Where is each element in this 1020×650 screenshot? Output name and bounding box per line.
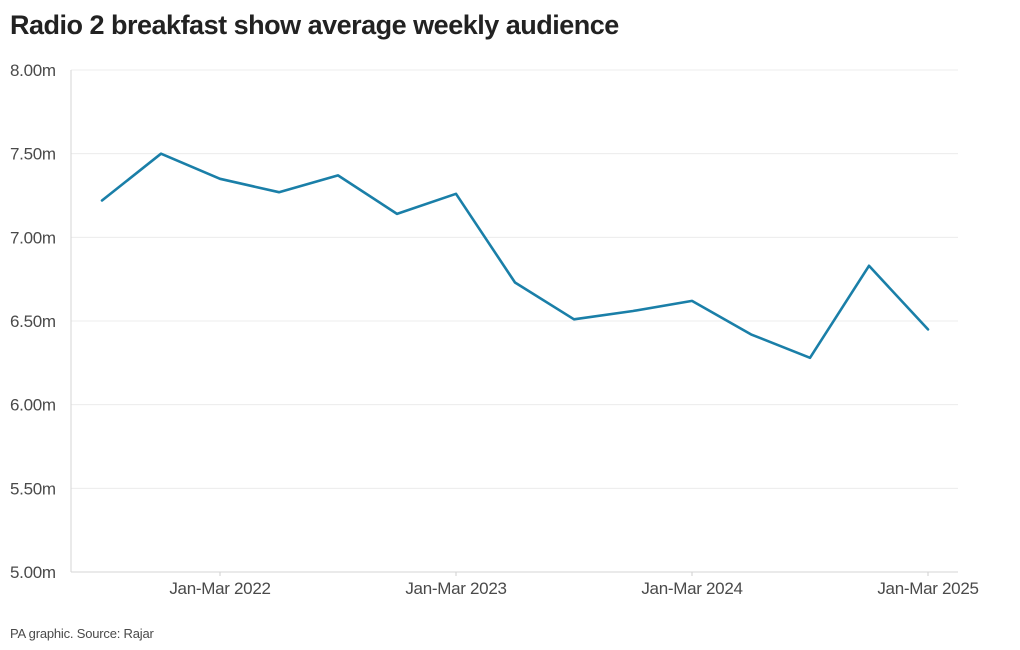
series-line [100, 152, 930, 360]
y-tick-label: 6.00m [10, 396, 56, 415]
y-tick-label: 8.00m [10, 61, 56, 80]
x-tick-label: Jan-Mar 2022 [169, 579, 270, 598]
x-tick-label: Jan-Mar 2023 [405, 579, 506, 598]
gridlines [71, 69, 958, 489]
chart-title: Radio 2 breakfast show average weekly au… [10, 10, 619, 40]
source-note: PA graphic. Source: Rajar [10, 626, 154, 641]
series-group [100, 152, 930, 360]
y-tick-label: 7.50m [10, 145, 56, 164]
y-tick-label: 7.00m [10, 228, 56, 247]
x-axis-ticks: Jan-Mar 2022 Jan-Mar 2023 Jan-Mar 2024 Jan-… [169, 572, 979, 598]
x-tick-label: Jan-Mar 2025 [877, 579, 978, 598]
y-tick-label: 5.50m [10, 479, 56, 498]
y-axis-ticks: 5.00m 5.50m 6.00m 6.50m 7.00m 7.50m 8.00m [10, 61, 56, 582]
x-tick-label: Jan-Mar 2024 [641, 579, 742, 598]
y-tick-label: 5.00m [10, 563, 56, 582]
y-tick-label: 6.50m [10, 312, 56, 331]
